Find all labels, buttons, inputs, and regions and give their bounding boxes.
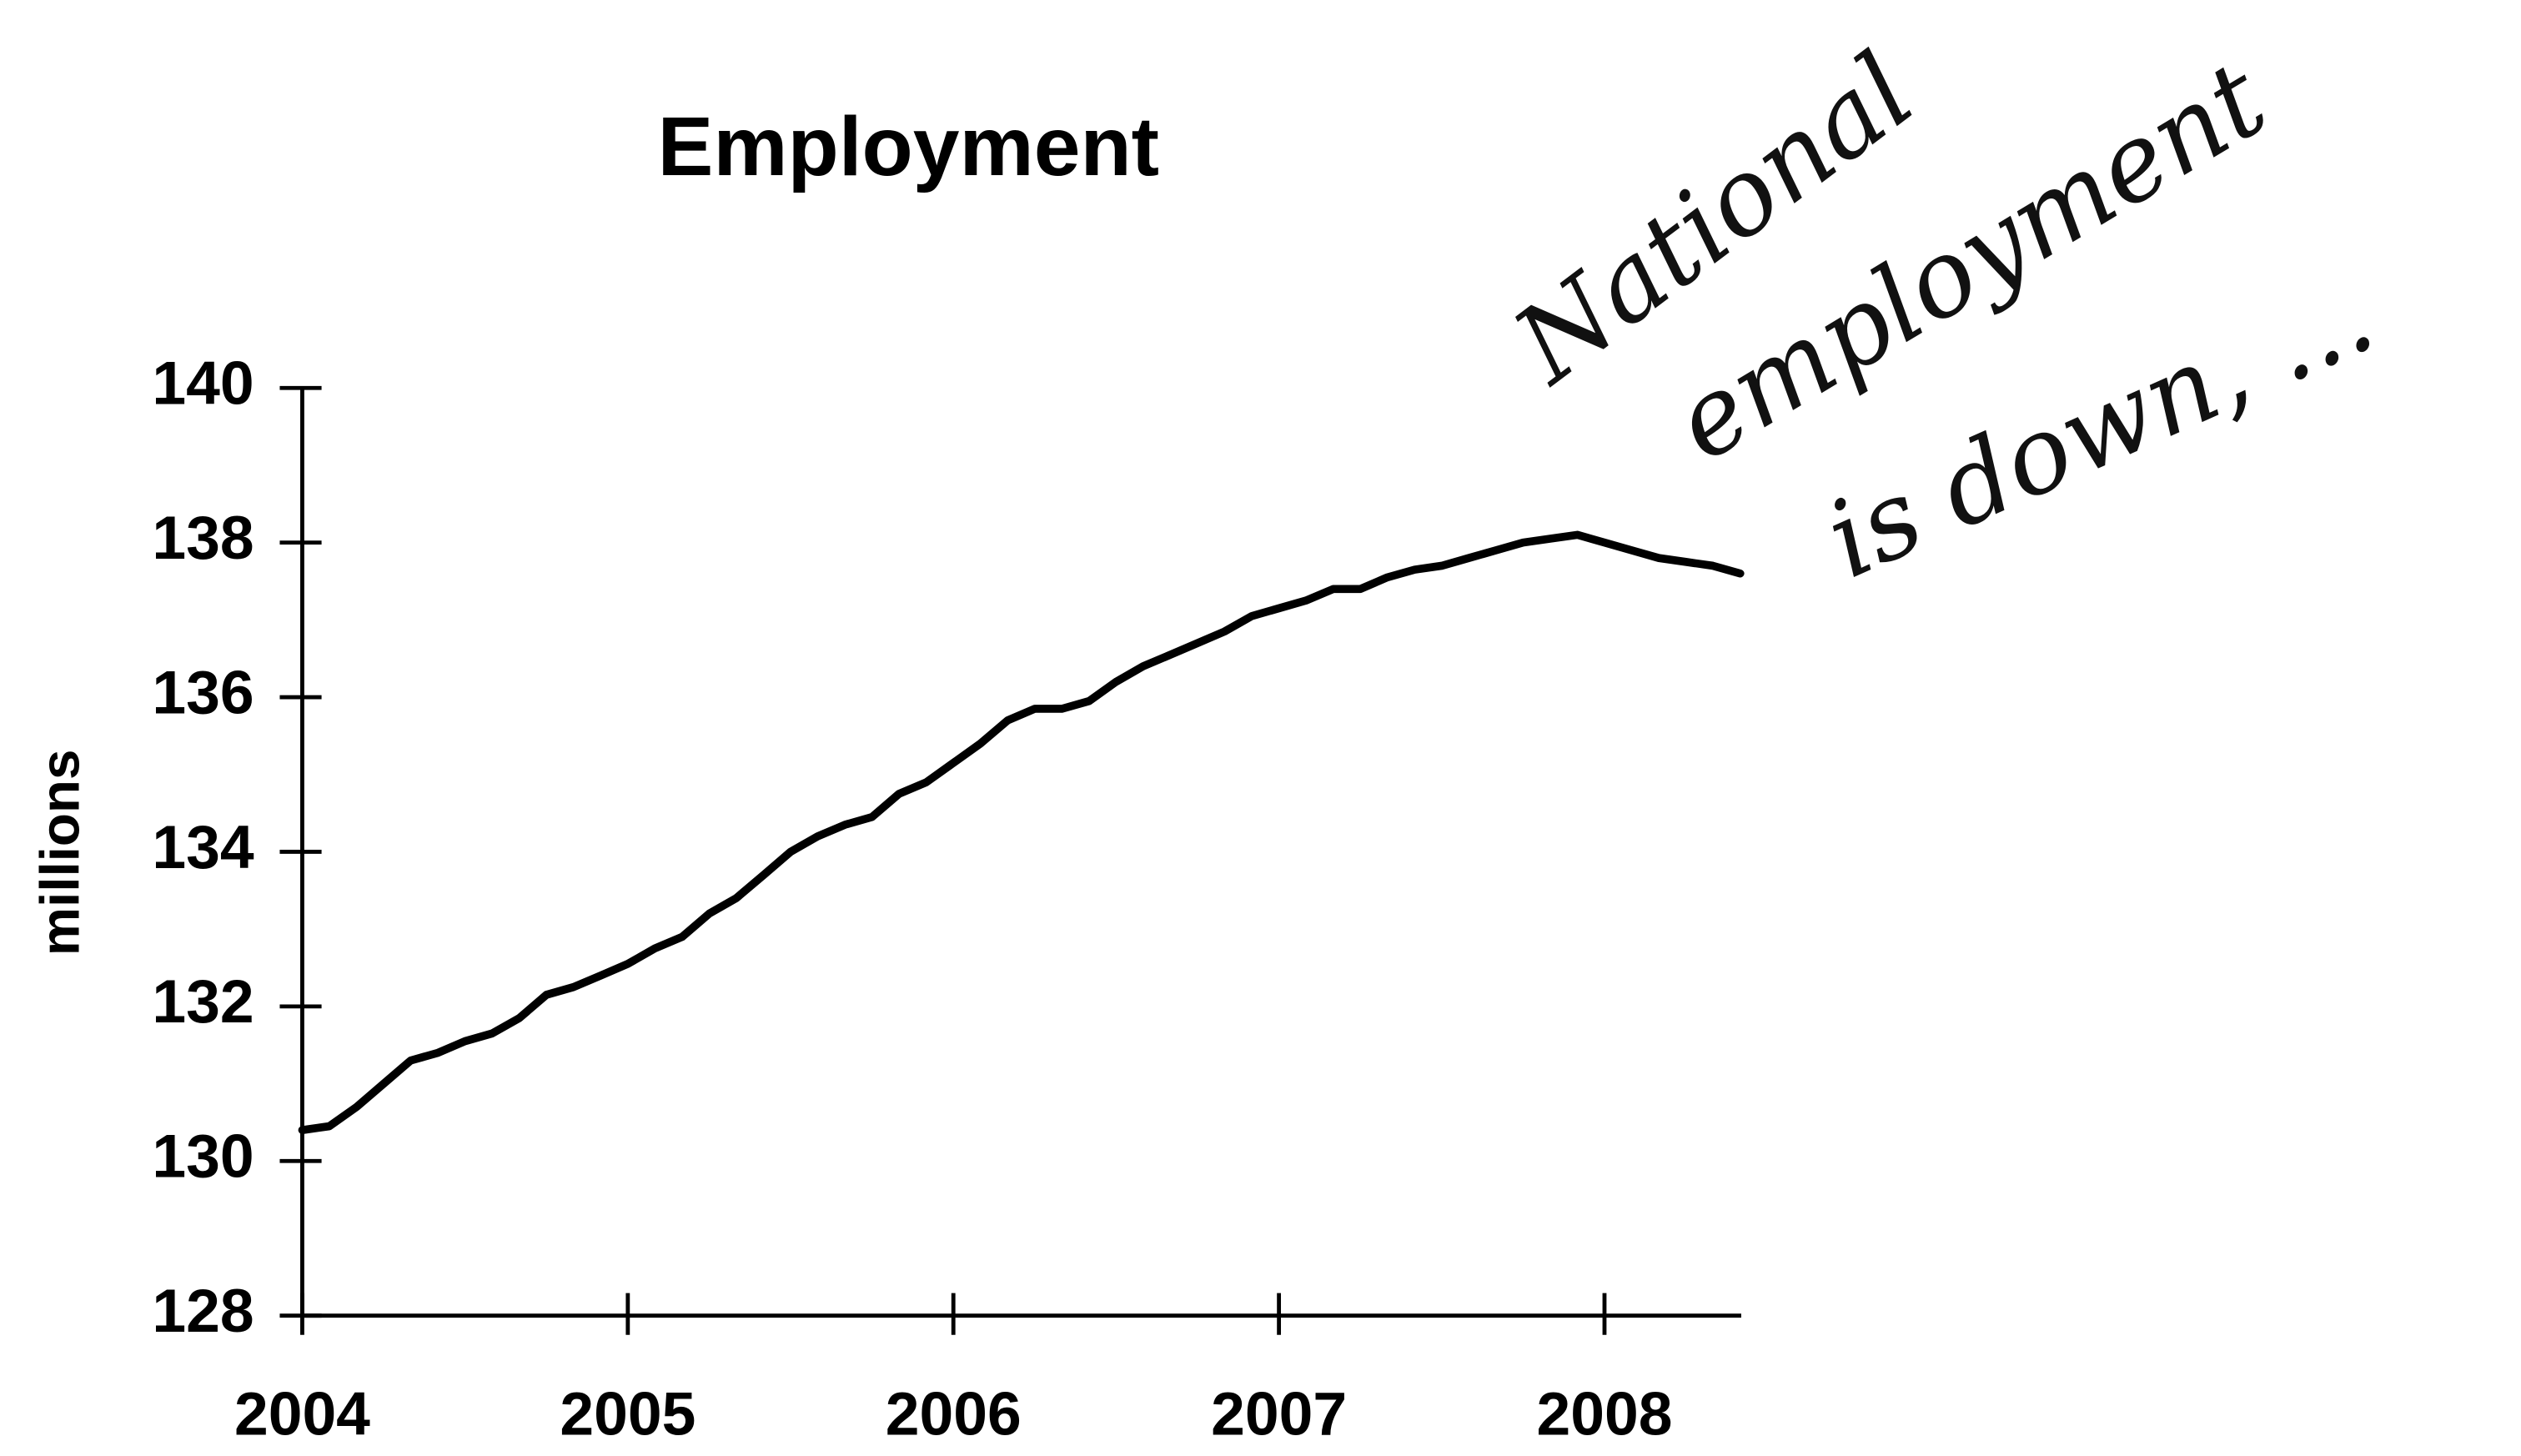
y-tick-label: 136	[152, 658, 254, 726]
chart-title: Employment	[657, 100, 1159, 193]
x-tick-label: 2006	[886, 1379, 1022, 1448]
x-tick-label: 2008	[1537, 1379, 1673, 1448]
y-tick-label: 138	[152, 504, 254, 572]
y-tick-label: 132	[152, 967, 254, 1036]
y-tick-label: 134	[152, 813, 254, 881]
x-tick-label: 2005	[560, 1379, 696, 1448]
y-tick-label: 140	[152, 349, 254, 418]
x-tick-label: 2007	[1211, 1379, 1347, 1448]
y-tick-label: 130	[152, 1122, 254, 1191]
y-axis-label: millions	[29, 750, 90, 956]
x-tick-label: 2004	[234, 1379, 370, 1448]
y-tick-label: 128	[152, 1277, 254, 1345]
data-line	[298, 530, 1745, 1134]
